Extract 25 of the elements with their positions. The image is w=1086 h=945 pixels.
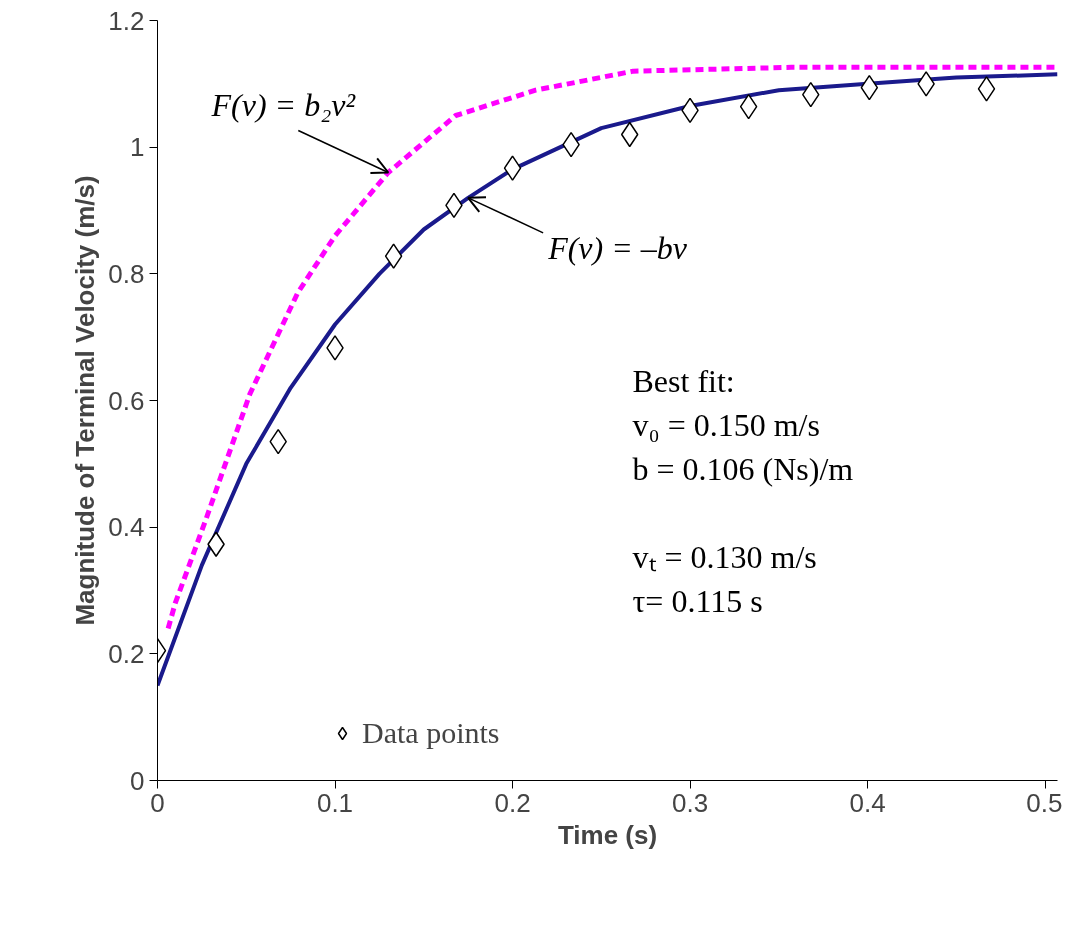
y-tick-label: 0.2 (108, 638, 145, 669)
point (739, 93, 758, 120)
point (977, 76, 996, 102)
point (503, 155, 522, 181)
legend-label: Data points (362, 716, 500, 750)
y-tick-label: 0.6 (108, 385, 145, 416)
y-tick-label: 1.2 (108, 5, 145, 36)
point (860, 74, 879, 101)
point (384, 243, 403, 269)
x-axis-title: Time (s) (557, 819, 658, 850)
y-tick-label: 1 (130, 132, 145, 163)
y-axis-title: Magnitude of Terminal Velocity (m/s) (70, 175, 101, 626)
x-tick-label: 0.3 (671, 787, 709, 818)
x-tick-label: 0.4 (849, 787, 886, 818)
x-tick-label: 0.5 (1026, 787, 1063, 818)
y-tick-label: 0 (130, 765, 145, 796)
y-tick-label: 0.8 (108, 258, 145, 289)
x-tick-label: 0.2 (494, 787, 531, 818)
point (620, 121, 639, 148)
text: Best fit: v₀ = 0.150 m/s b = 0.106 (Ns)/m vₜ = 0.130 m/s τ= 0.115 s (632, 362, 854, 619)
annotation: F(v) = –bv (547, 229, 688, 266)
y-tick-label: 0.4 (108, 512, 145, 543)
x-tick-label: 0 (150, 787, 165, 818)
x-tick-label: 0.1 (316, 787, 354, 818)
annotation: F(v) = b₂v² (210, 86, 357, 123)
